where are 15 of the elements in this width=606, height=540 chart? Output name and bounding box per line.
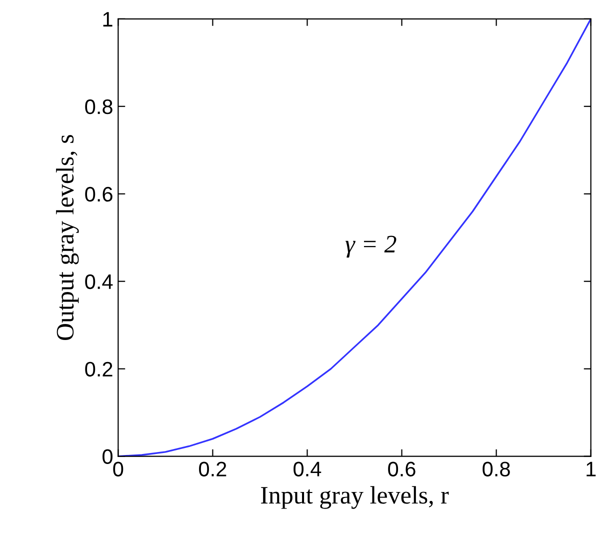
x-tick-label: 0.8 [482, 462, 510, 476]
x-axis-title: Input gray levels, r [260, 486, 449, 509]
y-tick-label: 1 [103, 12, 112, 26]
x-tick-label: 1 [586, 462, 596, 476]
x-tick-label: 0.4 [294, 462, 322, 476]
annotation: γ = 2 [346, 236, 396, 258]
y-axis-title: Output gray levels, s [56, 135, 79, 340]
y-tick-label: 0.4 [85, 274, 113, 290]
x-tick-label: 0.2 [199, 462, 226, 476]
y-tick-label: 0.2 [85, 362, 112, 377]
x-tick-label: 0.6 [388, 462, 416, 476]
y-tick-label: 0 [102, 449, 112, 464]
x-tick-label: 0 [113, 462, 124, 476]
y-tick-label: 0.8 [85, 99, 112, 114]
y-tick-label: 0.6 [85, 186, 112, 202]
